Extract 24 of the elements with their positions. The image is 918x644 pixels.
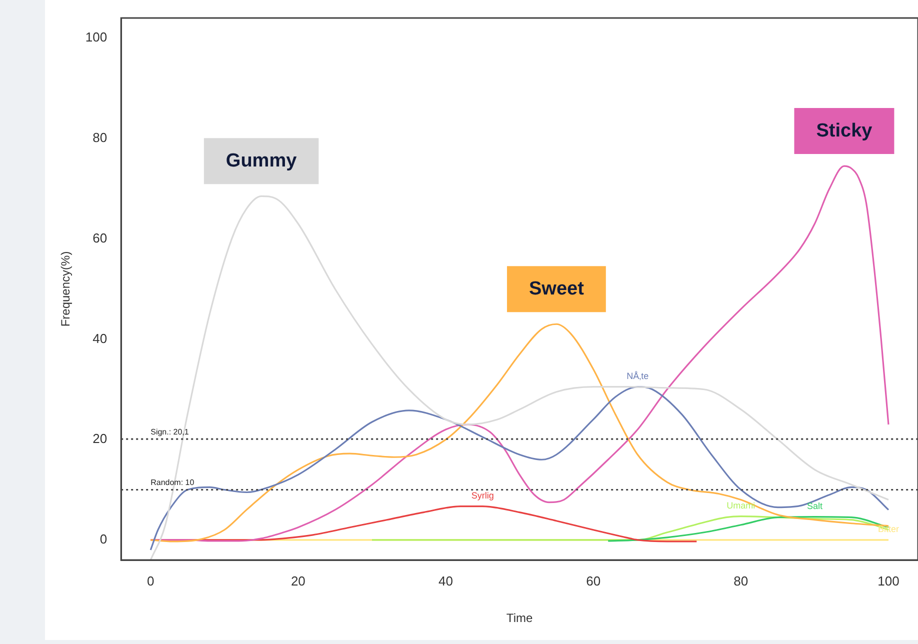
y-tick-label: 20 xyxy=(92,431,108,446)
series-label: Bitter xyxy=(878,524,899,534)
x-tick-label: 100 xyxy=(878,573,900,588)
ref-line-label: Random: 10 xyxy=(150,478,195,487)
series-label: Syrlig xyxy=(471,490,494,500)
y-tick-label: 0 xyxy=(100,532,108,547)
x-tick-label: 0 xyxy=(146,573,154,588)
y-tick-label: 80 xyxy=(92,130,108,146)
series-label: Umami xyxy=(726,500,756,510)
y-tick-label: 60 xyxy=(92,230,108,246)
series-label: Salt xyxy=(806,500,823,511)
x-tick-label: 60 xyxy=(586,573,601,588)
ref-line-label: Sign.: 20,1 xyxy=(150,427,190,436)
y-tick-label: 100 xyxy=(85,30,108,45)
series-label: Sweet xyxy=(528,278,585,300)
x-tick-label: 80 xyxy=(734,573,748,588)
x-tick-label: 40 xyxy=(438,573,453,588)
series-label: Gummy xyxy=(226,150,298,172)
x-tick-label: 20 xyxy=(290,573,306,588)
series-label: NÅ‚te xyxy=(626,370,649,381)
series-label: Sticky xyxy=(816,120,873,142)
x-axis-title: Time xyxy=(506,611,533,626)
y-tick-label: 40 xyxy=(92,330,108,346)
y-axis-title: Frequency(%) xyxy=(58,251,73,327)
